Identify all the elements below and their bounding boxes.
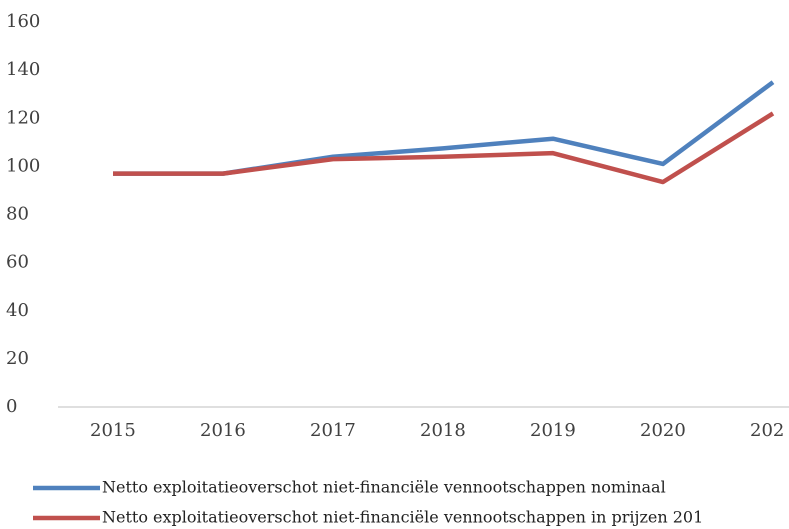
y-tick-label: 160 xyxy=(6,11,40,32)
series-line xyxy=(113,111,775,185)
x-tick-label: 2020 xyxy=(640,420,686,441)
x-tick-label: 2019 xyxy=(530,420,576,441)
legend-label: Netto exploitatieoverschot niet-financië… xyxy=(102,508,703,527)
y-tick-label: 80 xyxy=(6,204,29,225)
x-tick-label: 2018 xyxy=(420,420,466,441)
y-tick-label: 100 xyxy=(6,155,40,176)
y-tick-label: 20 xyxy=(6,348,29,369)
legend-label: Netto exploitatieoverschot niet-financië… xyxy=(102,478,666,497)
y-tick-label: 0 xyxy=(6,396,17,417)
x-tick-label: 2017 xyxy=(310,420,356,441)
y-tick-label: 120 xyxy=(6,107,40,128)
y-tick-label: 40 xyxy=(6,300,29,321)
series-line xyxy=(113,80,775,176)
x-tick-label: 2015 xyxy=(90,420,136,441)
x-tick-label: 202 xyxy=(750,420,784,441)
x-tick-label: 2016 xyxy=(200,420,246,441)
y-tick-label: 60 xyxy=(6,252,29,273)
y-tick-label: 140 xyxy=(6,59,40,80)
